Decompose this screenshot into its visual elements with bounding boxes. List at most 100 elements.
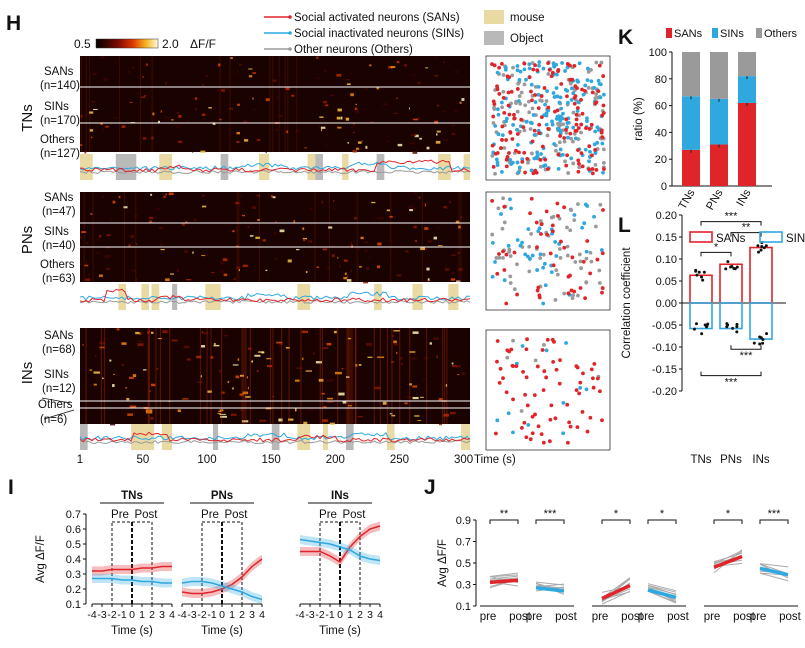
heatmap-column	[272, 56, 274, 152]
neuron-dot-san	[502, 204, 507, 209]
l-sig-bracket	[730, 345, 762, 350]
heatmap-column	[300, 328, 302, 424]
l-point	[694, 322, 698, 326]
neuron-dot-other	[527, 244, 532, 249]
heatmap-cell	[412, 151, 418, 154]
neuron-dot-sin	[566, 135, 570, 140]
i-line-sans	[300, 525, 381, 564]
mouse-block	[448, 284, 459, 310]
heatmap-cell	[252, 108, 257, 111]
l-point	[700, 332, 704, 336]
heatmap-cell	[456, 365, 461, 368]
i-xtick-label: 1	[139, 609, 145, 621]
mouse-block	[374, 284, 382, 310]
i-line-sans	[92, 565, 172, 572]
neuron-dot-sin	[536, 229, 541, 234]
i-xtick-label: -2	[107, 609, 116, 621]
heatmap-cell	[210, 356, 214, 359]
neuron-dot-san	[553, 416, 558, 421]
i-post-label: Post	[224, 509, 248, 521]
neuron-dot-sin	[502, 278, 507, 283]
heatmap-cell	[415, 239, 417, 242]
neuron-dot-san	[578, 286, 583, 290]
heatmap-column	[319, 328, 321, 424]
neuron-dot-san	[552, 339, 556, 344]
neuron-dot-san	[515, 87, 520, 91]
heatmap-cell	[340, 116, 343, 120]
neuron-dot-san	[575, 425, 580, 430]
time-tick-label: 250	[390, 454, 409, 466]
heatmap-column	[443, 328, 445, 424]
neuron-dot-san	[529, 196, 534, 201]
heatmap-cell	[84, 264, 89, 267]
object-block	[376, 154, 385, 180]
heatmap-column	[347, 328, 349, 424]
heatmap-cell	[230, 413, 237, 416]
heatmap-column	[355, 328, 357, 424]
neuron-dot-san	[583, 89, 587, 93]
l-ytick-label: 0.10	[656, 254, 677, 266]
neuron-dot-sin	[542, 261, 547, 266]
neuron-dot-san	[549, 74, 554, 79]
neuron-dot-sin	[536, 84, 541, 89]
heatmap-cell	[435, 140, 441, 144]
neuron-dot-other	[562, 291, 567, 296]
i-xtick-label: -4	[87, 609, 96, 621]
neuron-dot-sin	[552, 64, 557, 69]
neuron-dot-other	[565, 244, 570, 249]
i-ylabel: Avg ΔF/F	[35, 535, 47, 583]
neuron-dot-sin	[543, 283, 548, 288]
heatmap-cell	[235, 266, 241, 270]
heatmap-cell	[409, 209, 414, 212]
neuron-dot-sin	[553, 240, 558, 244]
neuron-dot-other	[501, 255, 505, 260]
neuron-dot-sin	[585, 78, 590, 83]
neuron-dot-san	[564, 127, 568, 132]
heatmap-cell	[359, 265, 362, 268]
j-sig-bracket	[601, 519, 631, 524]
l-legend-label: SINs	[786, 233, 805, 245]
trace-other	[79, 299, 471, 305]
heatmap-cell	[339, 264, 341, 268]
heatmap-cell	[274, 257, 277, 261]
heatmap-cell	[121, 125, 126, 128]
heatmap-cell	[352, 150, 357, 153]
heatmap-cell	[100, 56, 105, 59]
i-xlabel: Time (s)	[111, 625, 153, 637]
neuron-dot-sin	[535, 268, 540, 272]
group-label-ins: INs	[19, 362, 36, 385]
neuron-dot-san	[536, 424, 541, 429]
l-sig-label: ***	[725, 211, 739, 223]
neuron-dot-sin	[601, 170, 605, 175]
neuron-dot-sin	[529, 168, 534, 173]
i-group-title: TNs	[121, 490, 143, 502]
neuron-dot-san	[530, 431, 535, 436]
l-point	[694, 269, 698, 273]
i-xtick-label: 0	[219, 609, 225, 621]
heatmap-cell	[165, 82, 168, 85]
neuron-dot-san	[500, 61, 504, 66]
neuron-dot-san	[576, 126, 581, 130]
i-xtick-label: 4	[377, 609, 383, 621]
neuron-dot-other	[594, 60, 599, 65]
heatmap-cell	[164, 116, 168, 119]
heatmap-cell	[208, 107, 212, 109]
heatmap-cell	[150, 383, 156, 387]
heatmap-cell	[239, 374, 244, 377]
neuron-dot-san	[599, 130, 604, 135]
neuron-dot-other	[577, 165, 582, 170]
heatmap-cell	[125, 387, 128, 389]
neuron-dot-other	[493, 171, 497, 176]
neuron-dot-san	[495, 87, 500, 92]
heatmap-cell	[350, 93, 354, 97]
neuron-dot-sin	[516, 170, 521, 175]
neuron-dot-sin	[556, 166, 561, 171]
neuron-dot-sin	[588, 149, 592, 154]
neuron-dot-other	[597, 281, 602, 285]
heatmap-cell	[237, 103, 241, 106]
heatmap-column	[100, 328, 102, 424]
l-point	[695, 273, 699, 277]
neuron-dot-other	[544, 99, 549, 103]
heatmap-cell	[446, 147, 448, 149]
j-individual-line	[713, 552, 743, 563]
